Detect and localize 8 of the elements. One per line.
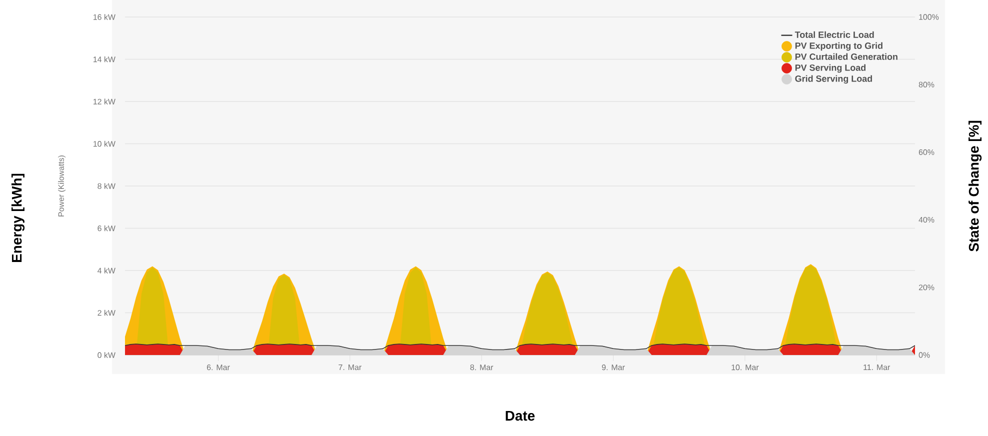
legend-label: Grid Serving Load <box>795 75 872 84</box>
x-axis-title: Date <box>506 410 535 421</box>
y2-axis-title: State of Change [%] <box>968 120 982 252</box>
legend-label: PV Serving Load <box>795 64 866 73</box>
text: Energy [kWh] <box>11 174 25 262</box>
legend-label: PV Exporting to Grid <box>795 42 882 51</box>
legend-label: Total Electric Load <box>794 31 874 38</box>
legend-label: PV Curtailed Generation <box>795 53 898 60</box>
